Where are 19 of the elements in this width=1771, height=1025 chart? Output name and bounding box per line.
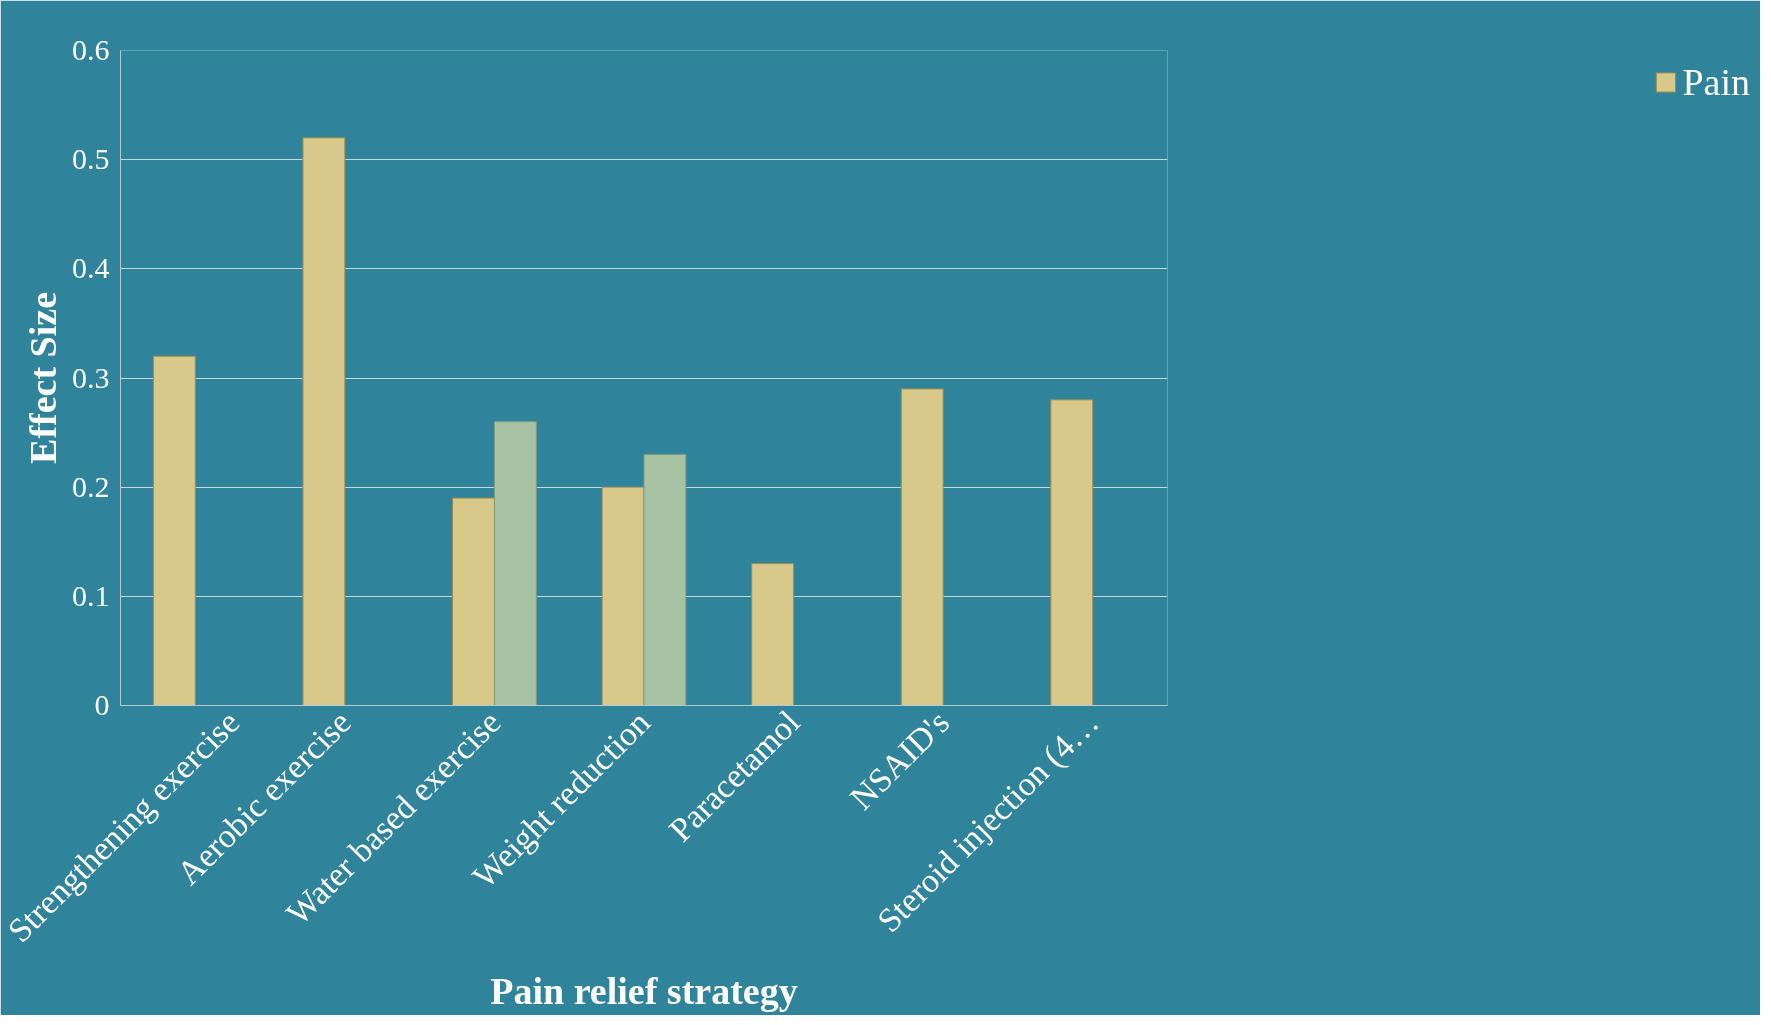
bar (493, 421, 537, 706)
bar (452, 497, 495, 706)
y-tick-label: 0.4 (72, 251, 110, 285)
bar (152, 355, 196, 706)
y-tick-label: 0.6 (72, 33, 110, 66)
bar (302, 137, 346, 706)
bar (900, 388, 944, 706)
y-tick-label: 0.1 (72, 578, 110, 612)
y-tick-label: 0.5 (72, 142, 110, 176)
y-tick-label: 0.2 (72, 469, 110, 503)
bar (1050, 399, 1094, 706)
y-tick-label: 0.3 (72, 360, 110, 394)
bar (643, 453, 687, 706)
bar (601, 486, 645, 706)
x-axis-title: Pain relief strategy (490, 970, 798, 1013)
legend-label: Pain (1682, 60, 1750, 104)
y-tick-label: 0 (94, 688, 110, 721)
y-axis-title: Effect Size (22, 292, 64, 464)
bar (751, 563, 795, 706)
